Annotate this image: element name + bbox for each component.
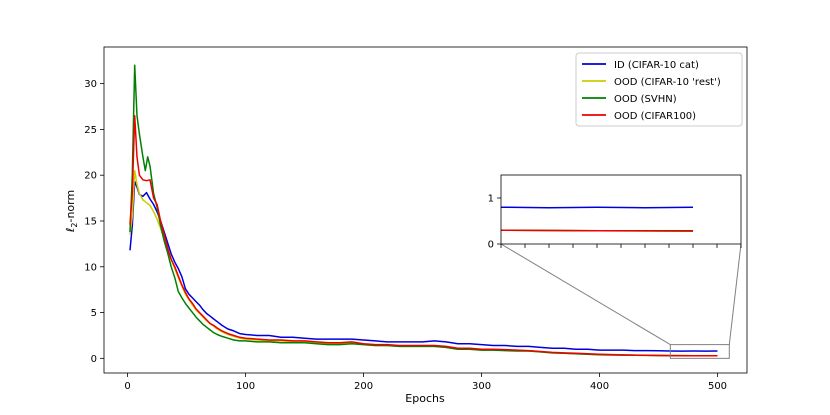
x-tick-label: 0 bbox=[124, 381, 130, 392]
inset-series-line-0 bbox=[501, 206, 694, 209]
x-tick-label: 200 bbox=[354, 381, 373, 392]
zoom-region bbox=[669, 344, 730, 359]
y-axis-label-subscript: 2 bbox=[70, 223, 79, 228]
x-tick-label: 300 bbox=[472, 381, 491, 392]
legend-label: OOD (CIFAR100) bbox=[614, 111, 696, 122]
series-line-0 bbox=[129, 180, 718, 352]
inset-plot: 01 bbox=[488, 174, 742, 359]
y-tick-label: 5 bbox=[91, 308, 97, 319]
legend: ID (CIFAR-10 cat) OOD (CIFAR-10 'rest') OO… bbox=[575, 52, 743, 127]
y-tick-label: 10 bbox=[84, 262, 97, 273]
legend-label: ID (CIFAR-10 cat) bbox=[614, 60, 699, 71]
x-tick-label: 100 bbox=[236, 381, 255, 392]
x-tick-label: 400 bbox=[590, 381, 609, 392]
series-line-3 bbox=[129, 114, 718, 357]
y-axis-label-symbol: ℓ bbox=[64, 228, 77, 234]
inset-y-tick-label: 0 bbox=[488, 240, 494, 251]
legend-box bbox=[575, 52, 743, 127]
x-tick-label: 500 bbox=[708, 381, 727, 392]
legend-label: OOD (SVHN) bbox=[614, 94, 677, 105]
zoom-connector bbox=[728, 243, 742, 345]
y-axis-label: ℓ2-norm bbox=[64, 190, 79, 233]
svg-text:ℓ2-norm: ℓ2-norm bbox=[64, 190, 79, 233]
inset-y-tick-label: 1 bbox=[488, 194, 494, 205]
plot-frame bbox=[103, 46, 748, 374]
y-tick-label: 30 bbox=[84, 79, 97, 90]
y-tick-label: 20 bbox=[84, 171, 97, 182]
x-axis-label: Epochs bbox=[405, 392, 445, 405]
zoom-connector bbox=[500, 243, 671, 346]
y-axis-label-suffix: -norm bbox=[64, 190, 77, 223]
y-tick-label: 0 bbox=[91, 354, 97, 365]
y-tick-label: 25 bbox=[84, 125, 97, 136]
inset-background bbox=[501, 175, 741, 244]
inset-series-line-3 bbox=[501, 229, 693, 232]
inset-frame bbox=[500, 174, 742, 245]
y-tick-label: 15 bbox=[84, 216, 97, 227]
legend-label: OOD (CIFAR-10 'rest') bbox=[614, 77, 721, 88]
